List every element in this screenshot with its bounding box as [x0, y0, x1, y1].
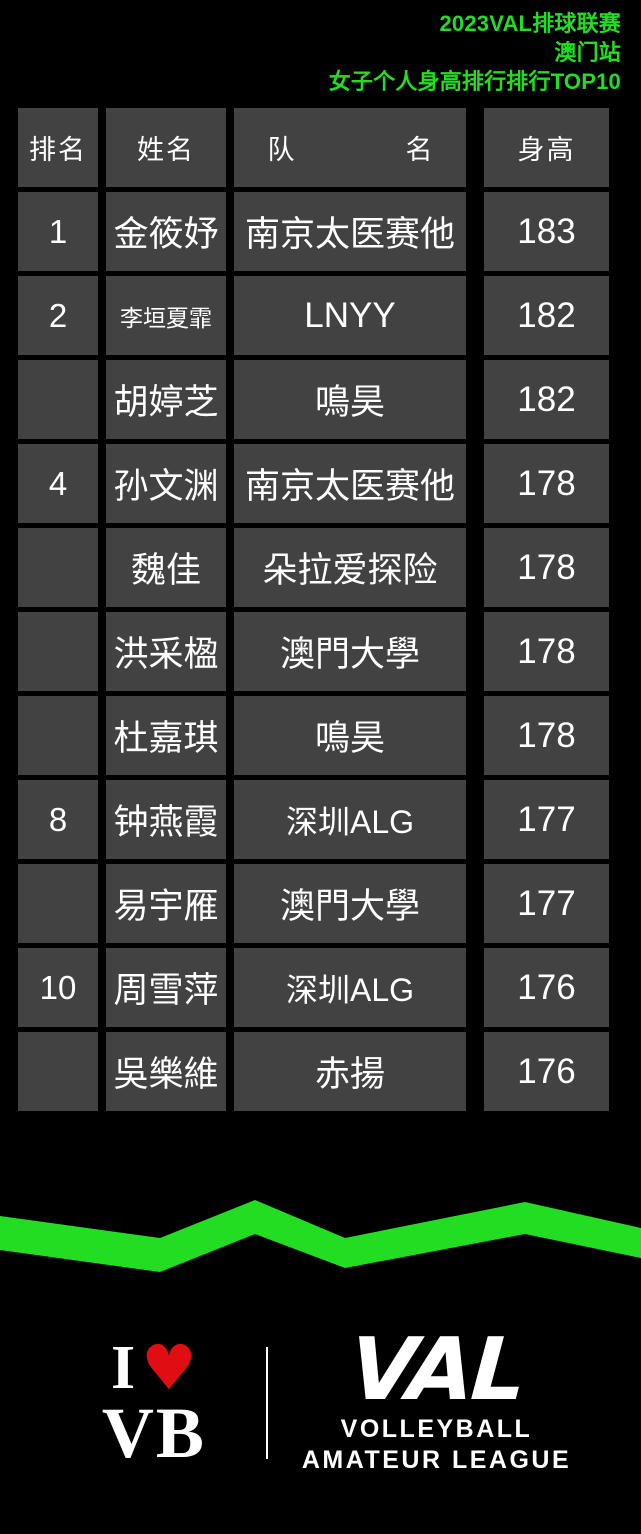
- cell-name: 胡婷芝: [106, 360, 226, 439]
- cell-height: 183: [484, 192, 609, 271]
- cell-rank: 4: [18, 444, 98, 523]
- cell-team: LNYY: [234, 276, 466, 355]
- cell-height: 182: [484, 276, 609, 355]
- cell-rank: 10: [18, 948, 98, 1027]
- cell-name: 易宇雁: [106, 864, 226, 943]
- cell-team: 赤揚: [234, 1032, 466, 1111]
- val-wordmark: VAL: [346, 1319, 527, 1420]
- green-zigzag-divider: [0, 1200, 641, 1272]
- table-row: 10 周雪萍 深圳ALG 176: [18, 948, 623, 1027]
- cell-team: 澳門大學: [234, 612, 466, 691]
- table-row: 8 钟燕霞 深圳ALG 177: [18, 780, 623, 859]
- height-ranking-table: 排名 姓名 队 名 身高 1 金筱妤 南京太医赛他 183 2 李垣夏霏 LNY…: [0, 108, 641, 1111]
- column-header-team: 队 名: [234, 108, 466, 187]
- cell-rank: [18, 864, 98, 943]
- cell-name: 李垣夏霏: [106, 276, 226, 355]
- cell-height: 182: [484, 360, 609, 439]
- cell-rank: [18, 360, 98, 439]
- val-logo: VAL VOLLEYBALL AMATEUR LEAGUE: [301, 1319, 572, 1475]
- title-line-venue: 澳门站: [554, 40, 621, 65]
- cell-name: 钟燕霞: [106, 780, 226, 859]
- logo-divider: [265, 1347, 268, 1459]
- val-subtitle-amateur-league: AMATEUR LEAGUE: [301, 1445, 572, 1474]
- cell-team: 朵拉爱探险: [234, 528, 466, 607]
- cell-name: 金筱妤: [106, 192, 226, 271]
- cell-name: 洪采楹: [106, 612, 226, 691]
- cell-height: 178: [484, 696, 609, 775]
- table-row: 魏佳 朵拉爱探险 178: [18, 528, 623, 607]
- column-header-height: 身高: [484, 108, 609, 187]
- table-row: 洪采楹 澳門大學 178: [18, 612, 623, 691]
- footer-logos: I ♥ VB VAL VOLLEYBALL AMATEUR LEAGUE: [0, 1318, 641, 1488]
- cell-height: 177: [484, 780, 609, 859]
- table-row: 吳樂維 赤揚 176: [18, 1032, 623, 1111]
- cell-name: 孙文渊: [106, 444, 226, 523]
- cell-team: 南京太医赛他: [234, 444, 466, 523]
- heart-icon: ♥: [141, 1331, 197, 1405]
- column-header-team-left: 队: [267, 135, 295, 165]
- column-header-team-right: 名: [405, 135, 433, 165]
- cell-height: 178: [484, 528, 609, 607]
- cell-rank: [18, 1032, 98, 1111]
- cell-rank: 2: [18, 276, 98, 355]
- table-row: 杜嘉琪 鳴昊 178: [18, 696, 623, 775]
- i-love-vb-logo: I ♥ VB: [70, 1331, 238, 1474]
- table-header-row: 排名 姓名 队 名 身高: [18, 108, 623, 187]
- ivb-letters-vb: VB: [101, 1393, 206, 1474]
- cell-team: 深圳ALG: [234, 780, 466, 859]
- cell-height: 178: [484, 612, 609, 691]
- table-row: 2 李垣夏霏 LNYY 182: [18, 276, 623, 355]
- table-row: 1 金筱妤 南京太医赛他 183: [18, 192, 623, 271]
- cell-height: 177: [484, 864, 609, 943]
- cell-rank: 1: [18, 192, 98, 271]
- cell-height: 178: [484, 444, 609, 523]
- cell-name: 周雪萍: [106, 948, 226, 1027]
- cell-height: 176: [484, 1032, 609, 1111]
- cell-rank: [18, 696, 98, 775]
- table-row: 胡婷芝 鳴昊 182: [18, 360, 623, 439]
- ivb-letter-i: I: [110, 1333, 136, 1402]
- cell-rank: [18, 528, 98, 607]
- cell-team: 深圳ALG: [234, 948, 466, 1027]
- title-line-league: 2023VAL排球联赛: [439, 11, 621, 36]
- cell-rank: [18, 612, 98, 691]
- title-block: 2023VAL排球联赛 澳门站 女子个人身高排行排行TOP10: [0, 0, 641, 96]
- cell-height: 176: [484, 948, 609, 1027]
- cell-rank: 8: [18, 780, 98, 859]
- cell-name: 杜嘉琪: [106, 696, 226, 775]
- cell-team: 鳴昊: [234, 696, 466, 775]
- cell-team: 澳門大學: [234, 864, 466, 943]
- cell-team: 鳴昊: [234, 360, 466, 439]
- column-header-rank: 排名: [18, 108, 98, 187]
- table-row: 4 孙文渊 南京太医赛他 178: [18, 444, 623, 523]
- title-line-ranking: 女子个人身高排行排行TOP10: [328, 69, 621, 94]
- cell-team: 南京太医赛他: [234, 192, 466, 271]
- cell-name: 魏佳: [106, 528, 226, 607]
- cell-name: 吳樂維: [106, 1032, 226, 1111]
- val-subtitle-volleyball: VOLLEYBALL: [340, 1415, 533, 1444]
- column-header-name: 姓名: [106, 108, 226, 187]
- table-row: 易宇雁 澳門大學 177: [18, 864, 623, 943]
